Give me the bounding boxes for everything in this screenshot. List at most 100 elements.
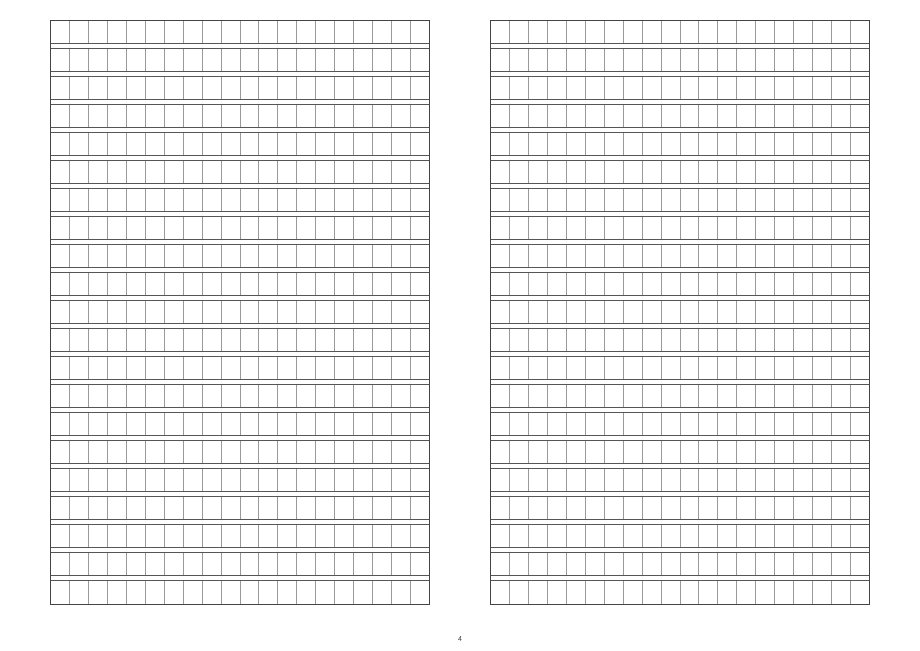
grid-cell: [127, 469, 146, 491]
grid-cell: [756, 525, 775, 547]
grid-cell: [737, 469, 756, 491]
grid-cell: [832, 469, 851, 491]
grid-cell: [794, 469, 813, 491]
grid-cell: [411, 357, 429, 379]
grid-row: [51, 525, 429, 548]
grid-cell: [278, 105, 297, 127]
grid-cell: [392, 525, 411, 547]
grid-cell: [794, 413, 813, 435]
grid-row: [51, 49, 429, 72]
grid-cell: [491, 581, 510, 604]
grid-cell: [737, 245, 756, 267]
grid-cell: [335, 77, 354, 99]
grid-cell: [699, 21, 718, 43]
grid-cell: [851, 329, 869, 351]
grid-cell: [259, 49, 278, 71]
grid-cell: [586, 385, 605, 407]
grid-cell: [813, 49, 832, 71]
grid-cell: [165, 525, 184, 547]
grid-cell: [662, 469, 681, 491]
grid-cell: [491, 357, 510, 379]
grid-cell: [662, 553, 681, 575]
grid-cell: [491, 77, 510, 99]
grid-cell: [70, 581, 89, 604]
grid-cell: [70, 329, 89, 351]
grid-cell: [222, 357, 241, 379]
grid-cell: [222, 77, 241, 99]
grid-cell: [259, 329, 278, 351]
grid-cell: [567, 273, 586, 295]
grid-cell: [567, 581, 586, 604]
grid-cell: [737, 273, 756, 295]
grid-cell: [662, 497, 681, 519]
grid-cell: [662, 105, 681, 127]
grid-cell: [851, 413, 869, 435]
grid-cell: [510, 413, 529, 435]
grid-cell: [259, 301, 278, 323]
grid-cell: [832, 49, 851, 71]
grid-cell: [354, 133, 373, 155]
grid-cell: [662, 49, 681, 71]
grid-cell: [222, 469, 241, 491]
grid-cell: [605, 497, 624, 519]
grid-cell: [259, 21, 278, 43]
grid-cell: [127, 105, 146, 127]
grid-cell: [624, 77, 643, 99]
grid-cell: [89, 525, 108, 547]
grid-cell: [681, 581, 700, 604]
grid-cell: [127, 497, 146, 519]
grid-cell: [643, 553, 662, 575]
grid-cell: [316, 385, 335, 407]
grid-cell: [681, 245, 700, 267]
grid-cell: [278, 441, 297, 463]
grid-cell: [624, 301, 643, 323]
grid-cell: [662, 441, 681, 463]
grid-cell: [89, 21, 108, 43]
grid-cell: [813, 217, 832, 239]
grid-cell: [699, 581, 718, 604]
grid-cell: [605, 189, 624, 211]
grid-cell: [756, 21, 775, 43]
grid-cell: [354, 357, 373, 379]
grid-cell: [373, 21, 392, 43]
grid-cell: [354, 525, 373, 547]
grid-cell: [278, 469, 297, 491]
grid-row: [491, 273, 869, 296]
grid-cell: [813, 357, 832, 379]
grid-cell: [756, 105, 775, 127]
grid-cell: [203, 357, 222, 379]
grid-cell: [373, 497, 392, 519]
grid-cell: [832, 105, 851, 127]
grid-row: [491, 525, 869, 548]
grid-cell: [259, 105, 278, 127]
grid-cell: [529, 385, 548, 407]
grid-cell: [70, 133, 89, 155]
grid-cell: [278, 217, 297, 239]
grid-cell: [662, 245, 681, 267]
grid-cell: [832, 413, 851, 435]
grid-cell: [775, 189, 794, 211]
grid-cell: [70, 189, 89, 211]
grid-cell: [813, 525, 832, 547]
grid-cell: [127, 49, 146, 71]
grid-cell: [278, 301, 297, 323]
grid-cell: [586, 301, 605, 323]
grid-cell: [165, 469, 184, 491]
grid-cell: [775, 105, 794, 127]
grid-cell: [699, 133, 718, 155]
grid-cell: [392, 581, 411, 604]
page-number: 4: [0, 636, 920, 643]
grid-cell: [146, 469, 165, 491]
grid-cell: [624, 581, 643, 604]
grid-cell: [184, 497, 203, 519]
grid-cell: [241, 77, 260, 99]
grid-cell: [316, 245, 335, 267]
grid-cell: [813, 581, 832, 604]
grid-cell: [278, 273, 297, 295]
grid-cell: [316, 441, 335, 463]
grid-cell: [510, 357, 529, 379]
grid-cell: [297, 49, 316, 71]
grid-cell: [241, 133, 260, 155]
grid-cell: [756, 273, 775, 295]
grid-cell: [605, 329, 624, 351]
